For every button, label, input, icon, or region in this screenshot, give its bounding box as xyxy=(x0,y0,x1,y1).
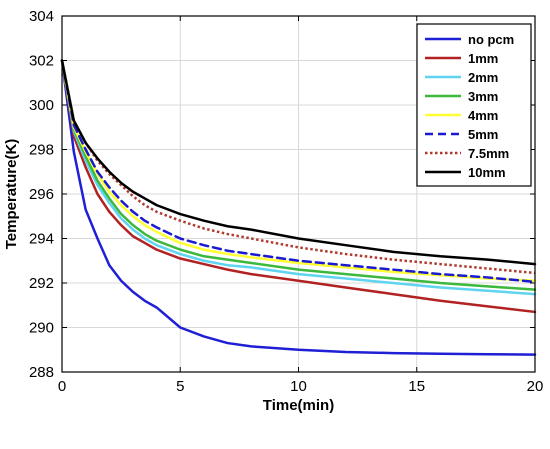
axis-ticks: 0 5 10 15 20 288 290 292 294 296 298 300 302 304 xyxy=(29,8,543,395)
x-tick-label: 15 xyxy=(408,378,425,395)
legend-label: 1mm xyxy=(468,51,498,66)
legend-label: no pcm xyxy=(468,32,514,47)
x-tick-label: 20 xyxy=(527,378,544,395)
plot-series xyxy=(60,59,537,356)
legend-label: 3mm xyxy=(468,89,498,104)
legend-label: 4mm xyxy=(468,108,498,123)
series-line-7 xyxy=(60,59,537,266)
y-axis-label: Temperature(K) xyxy=(3,139,20,250)
y-tick-label: 296 xyxy=(29,186,54,203)
legend-label: 2mm xyxy=(468,70,498,85)
legend-label: 7.5mm xyxy=(468,146,509,161)
legend-box xyxy=(416,23,532,187)
x-tick-label: 5 xyxy=(176,378,184,395)
series-line-1 xyxy=(60,59,537,314)
y-tick-label: 294 xyxy=(29,231,54,248)
y-tick-label: 290 xyxy=(29,320,54,337)
series-line-4 xyxy=(60,59,537,283)
y-tick-label: 300 xyxy=(29,97,54,114)
legend: no pcm 1mm 2mm 3mm 4mm 5mm 7.5mm 10mm xyxy=(416,23,532,187)
series-line-5 xyxy=(60,59,537,284)
y-tick-label: 288 xyxy=(29,364,54,381)
legend-label: 5mm xyxy=(468,127,498,142)
y-tick-label: 298 xyxy=(29,142,54,159)
x-tick-label: 10 xyxy=(290,378,307,395)
x-tick-label: 0 xyxy=(58,378,66,395)
series-line-0 xyxy=(60,59,537,356)
y-tick-label: 302 xyxy=(29,53,54,70)
series-line-3 xyxy=(60,59,537,291)
x-axis-label: Time(min) xyxy=(263,397,334,414)
y-tick-label: 304 xyxy=(29,8,54,25)
y-tick-label: 292 xyxy=(29,275,54,292)
series-line-2 xyxy=(60,59,537,296)
legend-label: 10mm xyxy=(468,165,506,180)
series-line-6 xyxy=(60,60,536,275)
